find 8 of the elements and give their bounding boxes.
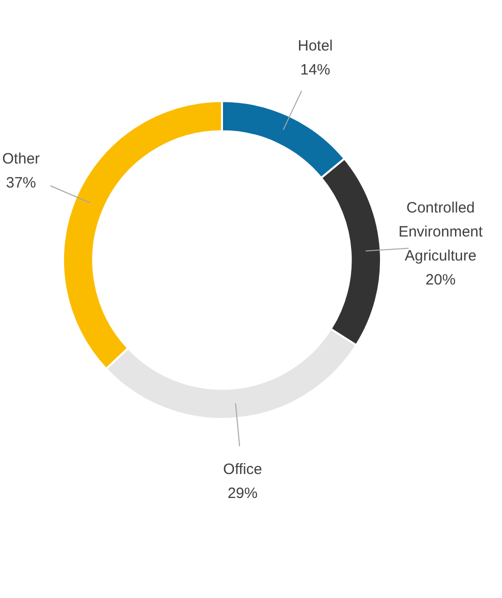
data-label: 20% [426, 272, 456, 289]
slice-label: Other [2, 150, 40, 168]
slice-label: Office [223, 461, 262, 478]
data-label: 37% [6, 174, 36, 192]
slice-label: Controlled Environment Agriculture [398, 200, 484, 265]
data-label: 29% [228, 485, 258, 502]
data-label: 14% [300, 61, 330, 78]
slice-label: Hotel [298, 37, 333, 54]
